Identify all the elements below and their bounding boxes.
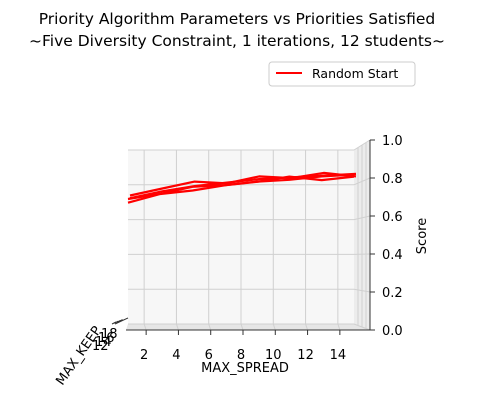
z-tick-label: 0.0 xyxy=(382,324,403,339)
x-axis-label: MAX_SPREAD xyxy=(201,361,289,376)
chart-title: Priority Algorithm Parameters vs Priorit… xyxy=(39,10,436,28)
floor-gridline xyxy=(240,323,244,331)
chart-subtitle: ~Five Diversity Constraint, 1 iterations… xyxy=(29,32,445,50)
x-tick-label: 6 xyxy=(205,348,213,363)
z-tick-label: 0.6 xyxy=(382,210,403,225)
series-line-random-start xyxy=(129,171,357,197)
y-tick-label: 14 xyxy=(95,335,112,350)
z-tick-label: 1.0 xyxy=(382,134,403,149)
y-tick-mark xyxy=(118,319,123,323)
z-tick-label: 0.8 xyxy=(382,172,403,187)
legend-label-random-start: Random Start xyxy=(312,66,398,81)
floor-gridline xyxy=(272,323,276,331)
x-tick-label: 2 xyxy=(140,348,148,363)
y-tick-label: 18 xyxy=(101,327,118,342)
floor-gridline xyxy=(175,323,179,331)
x-tick-label: 4 xyxy=(172,348,180,363)
floor-gridline xyxy=(305,323,309,331)
series-layer xyxy=(127,171,357,204)
y-tick-label: 16 xyxy=(98,331,115,346)
x-tick-label: 14 xyxy=(330,348,347,363)
x-tick-label: 12 xyxy=(297,348,314,363)
floor-pane xyxy=(126,324,370,330)
z-axis-label: Score xyxy=(415,218,430,254)
y-axis-line xyxy=(114,317,129,325)
series-line-random-start xyxy=(127,175,355,204)
z-tick-label: 0.2 xyxy=(382,286,403,301)
z-tick-label: 0.4 xyxy=(382,248,403,263)
x-tick-label: 8 xyxy=(237,348,245,363)
floor-gridline xyxy=(337,323,341,331)
x-tick-label: 10 xyxy=(265,348,282,363)
legend: Random Start xyxy=(268,61,416,87)
floor-gridline xyxy=(208,323,212,331)
legend-box xyxy=(268,61,416,87)
floor-gridline xyxy=(143,323,147,331)
y-tick-label: 12 xyxy=(92,339,109,354)
y-axis-label: MAX_KEEP xyxy=(53,324,105,389)
